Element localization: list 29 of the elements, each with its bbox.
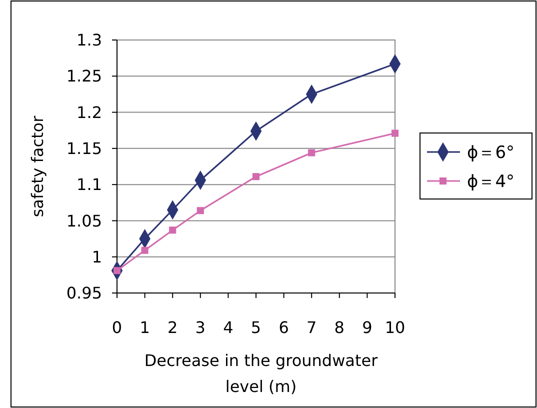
- x-tick-label: 2: [168, 318, 178, 337]
- y-tick-label: 1.3: [76, 30, 102, 50]
- y-tick-label: 1.25: [66, 66, 102, 86]
- x-tick-label: 7: [306, 318, 317, 337]
- legend-label: ϕ＝4°: [467, 172, 515, 192]
- x-tick-label: 8: [334, 318, 344, 337]
- x-tick-label: 4: [223, 318, 234, 337]
- legend-label: ϕ＝6°: [467, 142, 515, 163]
- point: [196, 207, 204, 214]
- x-tick-label: 3: [195, 318, 206, 337]
- x-axis-title: Decrease in the groundwater level (m): [144, 351, 378, 396]
- y-tick-label: 1.05: [66, 211, 102, 230]
- x-tick-label: 0: [112, 318, 122, 337]
- x-tick-label: 6: [278, 318, 289, 337]
- x-tick-label: 5: [250, 318, 262, 337]
- y-tick-label: 1.1: [76, 175, 102, 194]
- x-tick-label: 10: [384, 318, 406, 337]
- y-tick-label: 0.95: [66, 284, 102, 303]
- point: [391, 130, 399, 137]
- point: [308, 149, 316, 156]
- y-tick-label: 1: [92, 247, 102, 266]
- x-tick-label: 9: [362, 318, 372, 337]
- y-tick-label: 1.15: [66, 139, 102, 158]
- y-tick-label: 1.2: [76, 102, 102, 122]
- x-tick-label: 1: [140, 318, 150, 337]
- point: [169, 226, 176, 234]
- point: [141, 246, 148, 254]
- point: [252, 173, 260, 180]
- y-axis-title: safety factor: [28, 115, 47, 218]
